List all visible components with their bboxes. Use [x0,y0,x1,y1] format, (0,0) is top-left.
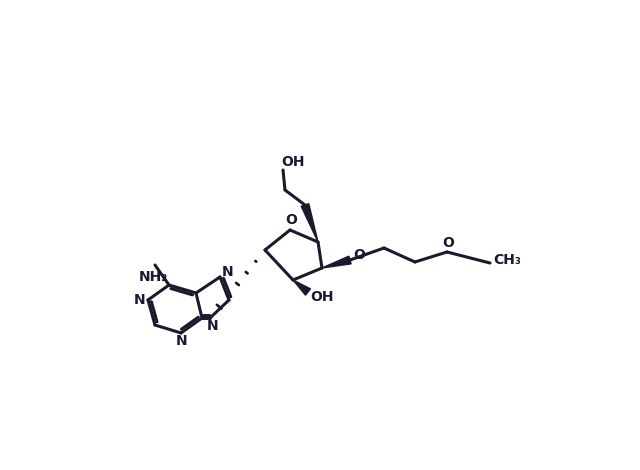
Polygon shape [301,204,318,242]
Text: O: O [353,248,365,262]
Text: N: N [134,293,146,307]
Text: OH: OH [281,155,305,169]
Text: OH: OH [310,290,333,304]
Text: N: N [207,319,219,333]
Text: O: O [442,236,454,250]
Polygon shape [293,280,310,295]
Text: NH₂: NH₂ [138,270,168,284]
Text: O: O [285,213,297,227]
Text: N: N [176,334,188,348]
Text: N: N [222,265,234,279]
Text: CH₃: CH₃ [493,253,521,267]
Polygon shape [322,256,351,268]
